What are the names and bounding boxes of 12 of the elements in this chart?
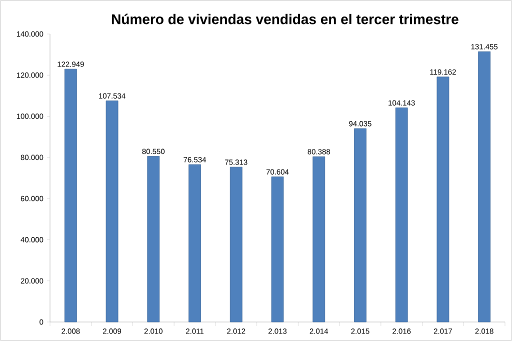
bar — [271, 176, 284, 322]
bar — [188, 164, 201, 322]
bar — [106, 100, 118, 322]
bar — [230, 166, 242, 322]
bar — [147, 156, 160, 322]
bar — [312, 156, 326, 322]
bar — [478, 51, 491, 322]
bar — [64, 68, 77, 322]
chart-title: Número de viviendas vendidas en el tercer trimestre — [112, 14, 458, 24]
bar — [395, 108, 408, 322]
bar — [436, 76, 450, 322]
bar — [354, 128, 366, 322]
